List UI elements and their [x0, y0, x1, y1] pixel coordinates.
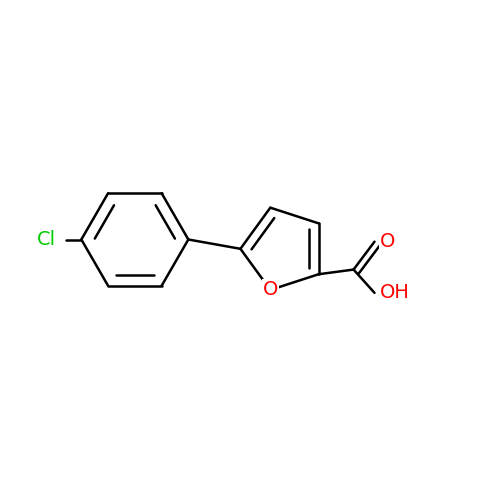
Text: O: O — [380, 232, 396, 251]
Text: OH: OH — [380, 284, 410, 302]
Text: Cl: Cl — [37, 230, 56, 249]
Text: O: O — [262, 280, 278, 299]
